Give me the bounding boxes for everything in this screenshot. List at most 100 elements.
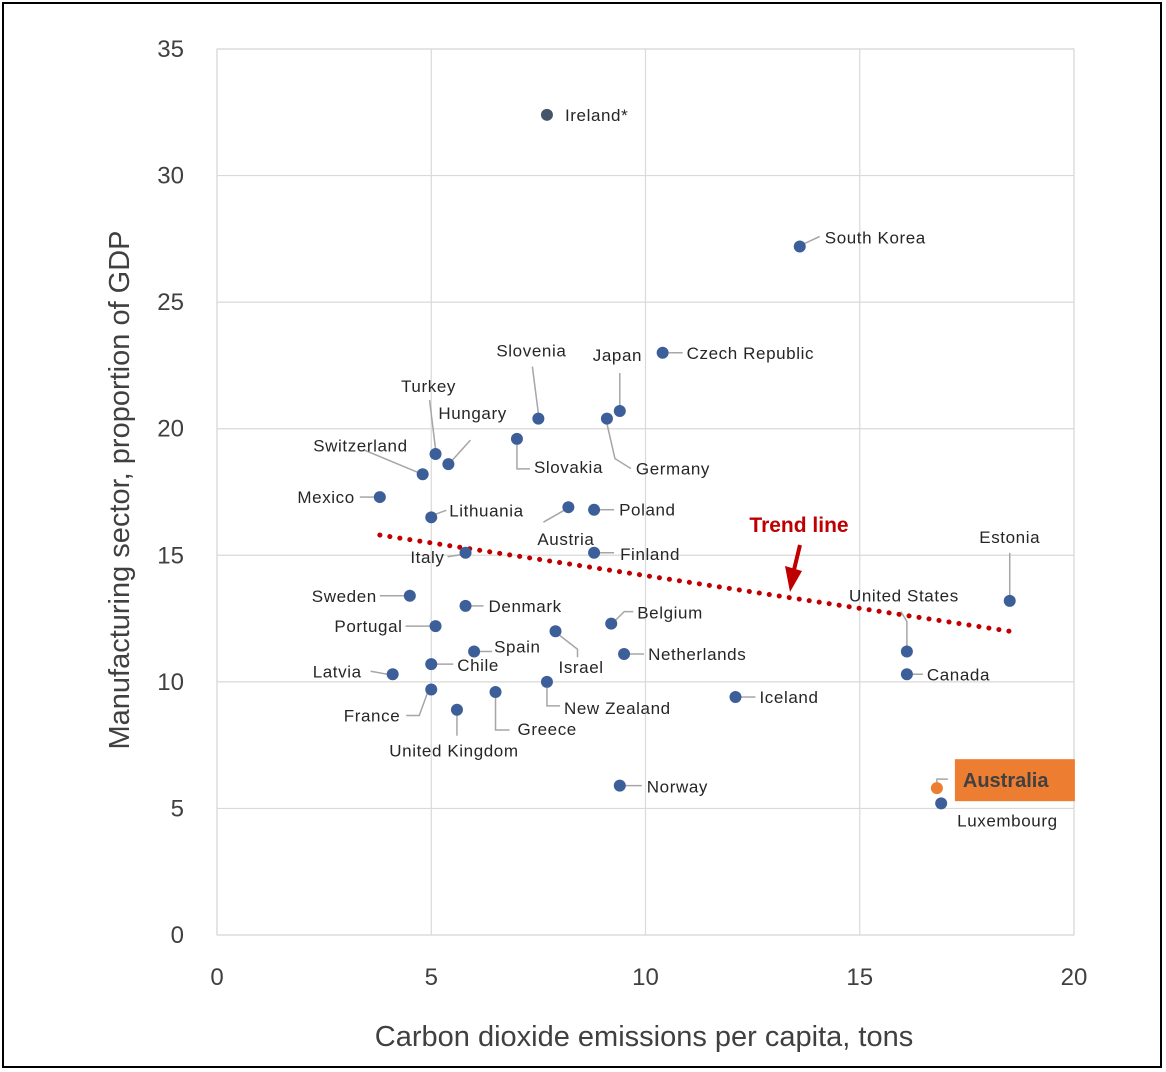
y-tick-label: 25 — [157, 289, 184, 316]
point-label-latvia: Latvia — [313, 662, 362, 681]
y-tick-label: 30 — [157, 163, 184, 190]
point-netherlands — [618, 648, 631, 661]
trend-line-label: Trend line — [749, 514, 848, 537]
trend-line-group: Trend line — [377, 514, 1013, 634]
leader-line-turkey — [428, 399, 437, 450]
point-label-netherlands: Netherlands — [648, 645, 746, 664]
point-label-south-korea: South Korea — [825, 228, 926, 247]
highlight-label-box — [954, 759, 1075, 802]
x-tick-label: 15 — [846, 964, 873, 991]
leader-line-austria — [542, 509, 565, 523]
point-label-japan: Japan — [593, 346, 642, 365]
x-tick-label: 5 — [425, 964, 438, 991]
point-label-greece: Greece — [518, 720, 577, 739]
point-label-turkey: Turkey — [401, 377, 456, 396]
point-label-czech-republic: Czech Republic — [687, 344, 814, 363]
point-spain — [468, 645, 481, 658]
point-label-austria: Austria — [537, 530, 594, 549]
point-label-united-states: United States — [849, 586, 959, 605]
leader-line-greece — [494, 697, 510, 731]
point-italy — [459, 546, 472, 559]
leader-line-germany — [606, 423, 632, 470]
point-label-united-kingdom: United Kingdom — [389, 742, 518, 761]
data-points — [373, 108, 1016, 810]
x-tick-label: 20 — [1061, 964, 1088, 991]
point-turkey — [429, 448, 442, 461]
point-ireland — [540, 108, 553, 121]
y-tick-label: 10 — [157, 669, 184, 696]
point-label-finland: Finland — [620, 545, 680, 564]
point-label-slovakia: Slovakia — [534, 458, 603, 477]
point-greece — [489, 685, 502, 698]
point-united-states — [900, 645, 913, 658]
point-labels: Ireland* South Korea Czech Republic Japan Ge… — [297, 106, 1075, 830]
leader-line-united-states — [900, 611, 908, 647]
point-canada — [900, 668, 913, 681]
point-label-australia: Australia — [963, 770, 1049, 792]
point-norway — [613, 779, 626, 792]
x-axis-ticks: 0 5 10 15 20 — [210, 964, 1087, 991]
point-israel — [549, 625, 562, 638]
point-portugal — [429, 620, 442, 633]
leader-line-israel — [559, 634, 579, 658]
point-france — [425, 683, 438, 696]
y-tick-label: 5 — [171, 795, 184, 822]
x-tick-label: 0 — [210, 964, 223, 991]
point-label-new-zealand: New Zealand — [564, 699, 671, 718]
point-label-estonia: Estonia — [979, 528, 1040, 547]
y-tick-label: 15 — [157, 542, 184, 569]
point-label-luxembourg: Luxembourg — [957, 811, 1058, 830]
point-slovenia — [532, 412, 545, 425]
point-label-canada: Canada — [927, 665, 990, 684]
point-mexico — [373, 491, 386, 504]
point-label-hungary: Hungary — [438, 404, 506, 423]
point-label-denmark: Denmark — [489, 597, 562, 616]
point-slovakia — [510, 432, 523, 445]
point-austria — [562, 501, 575, 514]
x-tick-label: 10 — [632, 964, 659, 991]
point-label-portugal: Portugal — [334, 617, 402, 636]
point-label-lithuania: Lithuania — [449, 501, 523, 520]
gridlines — [216, 48, 1075, 936]
point-chile — [425, 658, 438, 671]
point-latvia — [386, 668, 399, 681]
point-label-spain: Spain — [494, 637, 540, 656]
point-label-sweden: Sweden — [312, 587, 377, 606]
point-switzerland — [416, 468, 429, 481]
point-united-kingdom — [450, 703, 463, 716]
y-axis-ticks: 0 5 10 15 20 25 30 35 — [157, 36, 184, 949]
y-tick-label: 35 — [157, 36, 184, 63]
leader-line-south-korea — [804, 235, 821, 245]
leader-line-france — [406, 693, 428, 717]
leader-line-belgium — [614, 610, 634, 622]
leader-line-latvia — [370, 670, 388, 676]
point-label-mexico: Mexico — [297, 488, 354, 507]
y-tick-label: 0 — [171, 922, 184, 949]
point-sweden — [403, 589, 416, 602]
point-label-chile: Chile — [457, 656, 499, 675]
point-label-france: France — [344, 706, 401, 725]
leader-line-australia — [936, 778, 948, 784]
y-axis-title: Manufacturing sector, proportion of GDP — [104, 230, 136, 749]
point-label-belgium: Belgium — [637, 604, 703, 623]
point-label-poland: Poland — [619, 501, 676, 520]
leader-line-slovakia — [516, 444, 530, 470]
point-lithuania — [425, 511, 438, 524]
point-label-italy: Italy — [410, 548, 444, 567]
leader-lines — [359, 235, 1011, 787]
leader-line-hungary — [451, 439, 471, 461]
point-label-slovenia: Slovenia — [496, 342, 566, 361]
point-denmark — [459, 599, 472, 612]
leader-line-new-zealand — [546, 687, 560, 707]
point-new-zealand — [540, 675, 553, 688]
point-label-germany: Germany — [636, 460, 710, 479]
point-czech-republic — [656, 346, 669, 359]
point-luxembourg — [935, 797, 948, 810]
point-iceland — [729, 691, 742, 704]
point-estonia — [1003, 594, 1016, 607]
point-label-norway: Norway — [647, 778, 708, 797]
point-label-ireland: Ireland* — [565, 106, 628, 125]
point-poland — [588, 503, 601, 516]
